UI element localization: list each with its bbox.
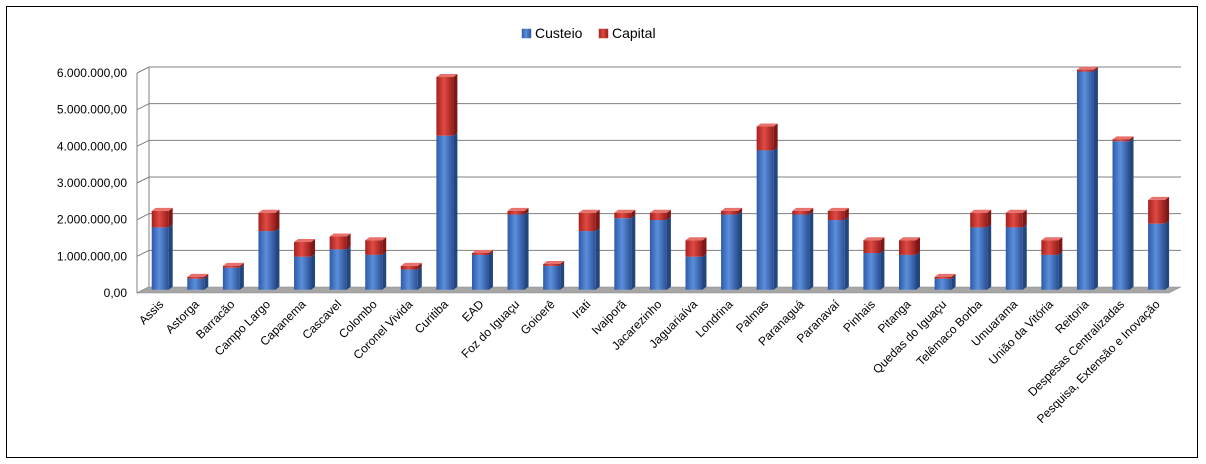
bar-capital bbox=[1148, 196, 1170, 224]
chart-frame: Custeio Capital 0,00 1.000.000,00 2.000.000… bbox=[6, 6, 1198, 458]
bar-custeio bbox=[471, 251, 493, 290]
bar-custeio bbox=[649, 217, 671, 290]
bar-capital bbox=[365, 237, 387, 255]
bar-capital bbox=[543, 261, 565, 266]
bar-capital bbox=[721, 207, 743, 215]
bar-custeio bbox=[578, 228, 600, 290]
bar-custeio bbox=[1112, 138, 1134, 290]
bar-capital bbox=[329, 233, 351, 250]
legend: Custeio Capital bbox=[521, 25, 656, 41]
bar-custeio bbox=[258, 228, 280, 290]
bar-capital bbox=[614, 209, 636, 219]
y-tick-label: 4.000.000,00 bbox=[57, 139, 127, 153]
bar-custeio bbox=[756, 147, 778, 290]
bar-capital bbox=[756, 123, 778, 151]
x-tick-label: Curitiba bbox=[412, 297, 451, 336]
bar-custeio bbox=[827, 217, 849, 290]
stacked-bar-chart: Custeio Capital 0,00 1.000.000,00 2.000.000… bbox=[57, 25, 1182, 426]
y-tick-label: 6.000.000,00 bbox=[57, 66, 127, 80]
plot-area: 0,00 1.000.000,00 2.000.000,00 3.000.000,00… bbox=[57, 66, 1182, 426]
legend-label: Capital bbox=[612, 25, 656, 41]
bar-custeio bbox=[507, 211, 529, 290]
bar-custeio bbox=[970, 224, 992, 290]
x-tick-label: Pinhais bbox=[840, 297, 878, 335]
y-tick-label: 2.000.000,00 bbox=[57, 213, 127, 227]
y-tick-label: 0,00 bbox=[104, 286, 128, 300]
legend-swatch bbox=[521, 28, 532, 39]
x-tick-label: Londrina bbox=[693, 297, 736, 340]
gridline-diagonal bbox=[136, 176, 150, 184]
bar-capital bbox=[151, 207, 173, 228]
x-tick-label: Irati bbox=[569, 297, 593, 321]
bar-custeio bbox=[721, 211, 743, 290]
bar-custeio bbox=[294, 253, 316, 290]
bar-capital bbox=[400, 262, 422, 270]
bar-capital bbox=[436, 74, 458, 136]
bar-custeio bbox=[365, 251, 387, 290]
bar-custeio bbox=[863, 250, 885, 290]
bar-capital bbox=[827, 207, 849, 221]
bar-capital bbox=[970, 209, 992, 228]
x-tick-label: EAD bbox=[459, 297, 487, 325]
bar-capital bbox=[685, 237, 707, 257]
y-tick-label: 1.000.000,00 bbox=[57, 249, 127, 263]
bar-capital bbox=[222, 262, 244, 268]
x-tick-label: União da Vitória bbox=[986, 297, 1056, 367]
gridline-diagonal bbox=[136, 249, 150, 257]
bar-custeio bbox=[436, 132, 458, 290]
bar-custeio bbox=[1076, 68, 1098, 290]
x-tick-label: Goioerê bbox=[518, 297, 558, 337]
bar-capital bbox=[294, 239, 316, 257]
gridline-diagonal bbox=[136, 66, 150, 74]
bar-capital bbox=[934, 273, 956, 279]
gridline-diagonal bbox=[136, 103, 150, 111]
bar-capital bbox=[1076, 66, 1098, 72]
x-tick-label: Assis bbox=[136, 297, 166, 327]
bar-custeio bbox=[329, 246, 351, 290]
bar-custeio bbox=[614, 215, 636, 290]
bar-custeio bbox=[400, 266, 422, 290]
x-tick-label: Cascavel bbox=[299, 297, 344, 342]
bar-capital bbox=[649, 209, 671, 221]
bar-custeio bbox=[899, 251, 921, 290]
bar-custeio bbox=[685, 253, 707, 290]
bar-custeio bbox=[222, 264, 244, 290]
legend-label: Custeio bbox=[535, 25, 583, 41]
gridline-diagonal bbox=[136, 213, 150, 221]
bar-capital bbox=[578, 209, 600, 232]
chart-floor bbox=[136, 286, 1182, 294]
bar-capital bbox=[471, 250, 493, 255]
bar-capital bbox=[187, 273, 209, 279]
bar-capital bbox=[258, 209, 280, 232]
bar-capital bbox=[1041, 237, 1063, 255]
bar-custeio bbox=[1041, 251, 1063, 290]
bar-custeio bbox=[1148, 220, 1170, 290]
bar-capital bbox=[863, 237, 885, 254]
y-tick-label: 3.000.000,00 bbox=[57, 176, 127, 190]
y-tick-label: 5.000.000,00 bbox=[57, 103, 127, 117]
bar-capital bbox=[1005, 209, 1027, 228]
bar-capital bbox=[1112, 136, 1134, 142]
gridline-diagonal bbox=[136, 139, 150, 147]
bar-custeio bbox=[1005, 224, 1027, 290]
bar-capital bbox=[507, 207, 529, 215]
bar-custeio bbox=[792, 211, 814, 290]
bar-custeio bbox=[151, 224, 173, 290]
bar-capital bbox=[899, 237, 921, 255]
bar-capital bbox=[792, 207, 814, 215]
legend-swatch bbox=[598, 28, 609, 39]
bar-custeio bbox=[543, 262, 565, 290]
